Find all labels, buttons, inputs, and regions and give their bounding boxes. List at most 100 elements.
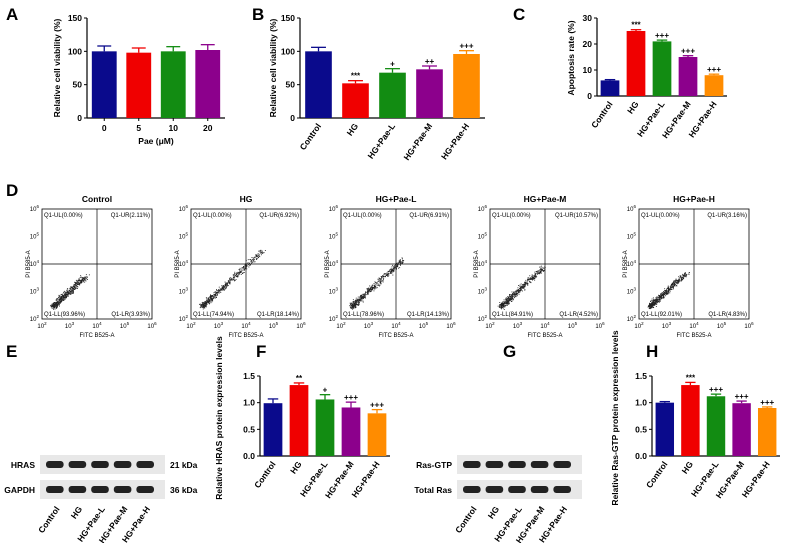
event-dot — [64, 296, 65, 298]
event-dot — [654, 304, 655, 306]
y-tick-label: 106 — [478, 204, 488, 213]
event-dot — [74, 287, 76, 288]
event-dot — [225, 282, 227, 284]
event-dot — [659, 296, 661, 298]
significance-label: + — [323, 386, 328, 395]
event-dot — [259, 252, 261, 254]
event-dot — [649, 307, 651, 309]
x-axis-label: FITC B525-A — [79, 333, 114, 339]
event-dot — [250, 259, 252, 261]
event-dot — [213, 298, 214, 299]
event-dot — [524, 289, 526, 291]
event-dot — [375, 283, 377, 284]
event-dot — [362, 296, 364, 297]
event-dot — [655, 297, 657, 298]
event-dot — [70, 286, 72, 288]
event-dot — [216, 292, 218, 294]
event-dot — [50, 305, 52, 307]
event-dot — [676, 284, 677, 286]
event-dot — [360, 298, 362, 300]
event-dot — [536, 273, 538, 275]
event-dot — [662, 296, 664, 298]
event-dot — [527, 279, 529, 280]
event-dot — [518, 291, 519, 293]
event-dot — [377, 278, 379, 280]
event-dot — [355, 306, 357, 308]
quadrant-ur-label: Q1-UR(6.92%) — [259, 213, 299, 219]
event-dot — [652, 300, 653, 302]
event-dot — [381, 280, 382, 282]
event-dot — [245, 263, 247, 264]
event-dot — [526, 283, 528, 284]
event-dot — [682, 274, 684, 276]
event-dot — [656, 300, 658, 302]
event-dot — [72, 287, 74, 289]
flow-plot-3: HG+Pae-MQ1-UL(0.00%) Q1-UR(10.57%)Q1-LL(8… — [474, 194, 605, 339]
event-dot — [53, 303, 54, 305]
event-dot — [679, 278, 681, 280]
event-dot — [513, 292, 514, 293]
event-dot — [666, 288, 668, 290]
event-dot — [229, 283, 231, 285]
event-dot — [523, 287, 525, 289]
event-dot — [524, 283, 526, 285]
event-dot — [350, 305, 352, 307]
event-dot — [260, 249, 262, 251]
event-dot — [76, 281, 78, 283]
y-tick-label: 0.5 — [635, 424, 647, 434]
event-dot — [253, 259, 255, 261]
event-dot — [224, 286, 225, 288]
event-dot — [69, 293, 71, 295]
panel-label-g: G — [503, 342, 516, 361]
event-dot — [234, 276, 236, 278]
event-dot — [234, 273, 236, 275]
event-dot — [71, 286, 73, 288]
event-dot — [374, 288, 376, 290]
event-dot — [220, 292, 222, 293]
event-dot — [249, 264, 251, 266]
event-dot — [658, 296, 660, 298]
event-dot — [229, 277, 230, 279]
event-dot — [226, 287, 227, 289]
event-dot — [81, 280, 83, 282]
event-dot — [209, 299, 211, 301]
event-dot — [66, 297, 67, 298]
event-dot — [216, 294, 218, 296]
event-dot — [355, 301, 357, 303]
event-dot — [379, 278, 380, 280]
event-dot — [517, 292, 519, 293]
event-dot — [501, 304, 503, 305]
event-dot — [520, 287, 522, 288]
event-dot — [658, 300, 660, 302]
event-dot — [518, 285, 519, 286]
event-dot — [351, 308, 353, 310]
event-dot — [59, 298, 60, 300]
event-dot — [513, 296, 515, 298]
event-dot — [648, 306, 649, 307]
event-dot — [248, 266, 250, 268]
event-dot — [515, 291, 517, 293]
event-dot — [533, 278, 535, 280]
event-dot — [657, 296, 658, 298]
event-dot — [239, 269, 241, 271]
event-dot — [684, 272, 686, 274]
event-dot — [524, 286, 526, 288]
event-dot — [78, 279, 80, 281]
tick-exponent: 5 — [724, 321, 727, 326]
event-dot — [58, 297, 59, 298]
event-dot — [218, 289, 220, 290]
event-dot — [399, 261, 400, 262]
event-dot — [681, 277, 683, 279]
event-dot — [683, 275, 685, 276]
event-dot — [508, 296, 510, 298]
event-dot — [682, 275, 684, 277]
event-dot — [62, 294, 64, 296]
y-tick-label: 150 — [281, 13, 295, 23]
event-dot — [535, 273, 537, 274]
blot-band — [136, 486, 154, 493]
event-dot — [61, 295, 62, 297]
event-dot — [67, 295, 69, 296]
x-tick-label: 105 — [717, 321, 727, 330]
event-dot — [520, 288, 522, 290]
event-dot — [352, 303, 354, 305]
